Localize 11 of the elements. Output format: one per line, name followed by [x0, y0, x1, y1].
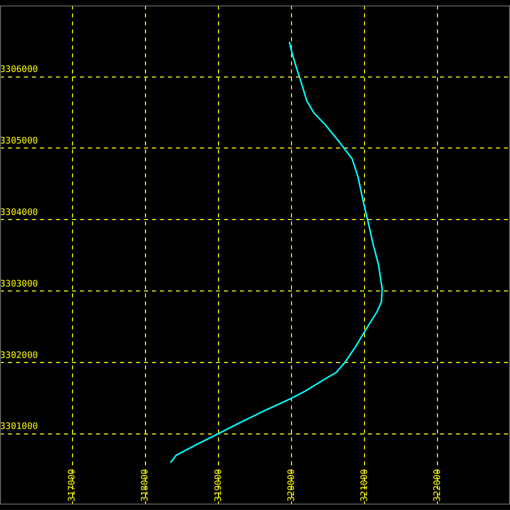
y-tick-label: 3303000 [0, 279, 38, 290]
x-tick-label: 322000 [433, 469, 444, 502]
y-tick-label: 3306000 [0, 65, 38, 76]
x-tick-label: 318000 [140, 469, 151, 502]
y-tick-label: 3301000 [0, 422, 38, 432]
y-tick-label: 3302000 [0, 350, 38, 361]
x-tick-label: 320000 [286, 469, 297, 502]
x-tick-label: 317000 [68, 469, 78, 502]
x-tick-label: 321000 [360, 469, 370, 502]
y-tick-label: 3304000 [0, 208, 38, 218]
y-tick-label: 3305000 [0, 136, 38, 147]
